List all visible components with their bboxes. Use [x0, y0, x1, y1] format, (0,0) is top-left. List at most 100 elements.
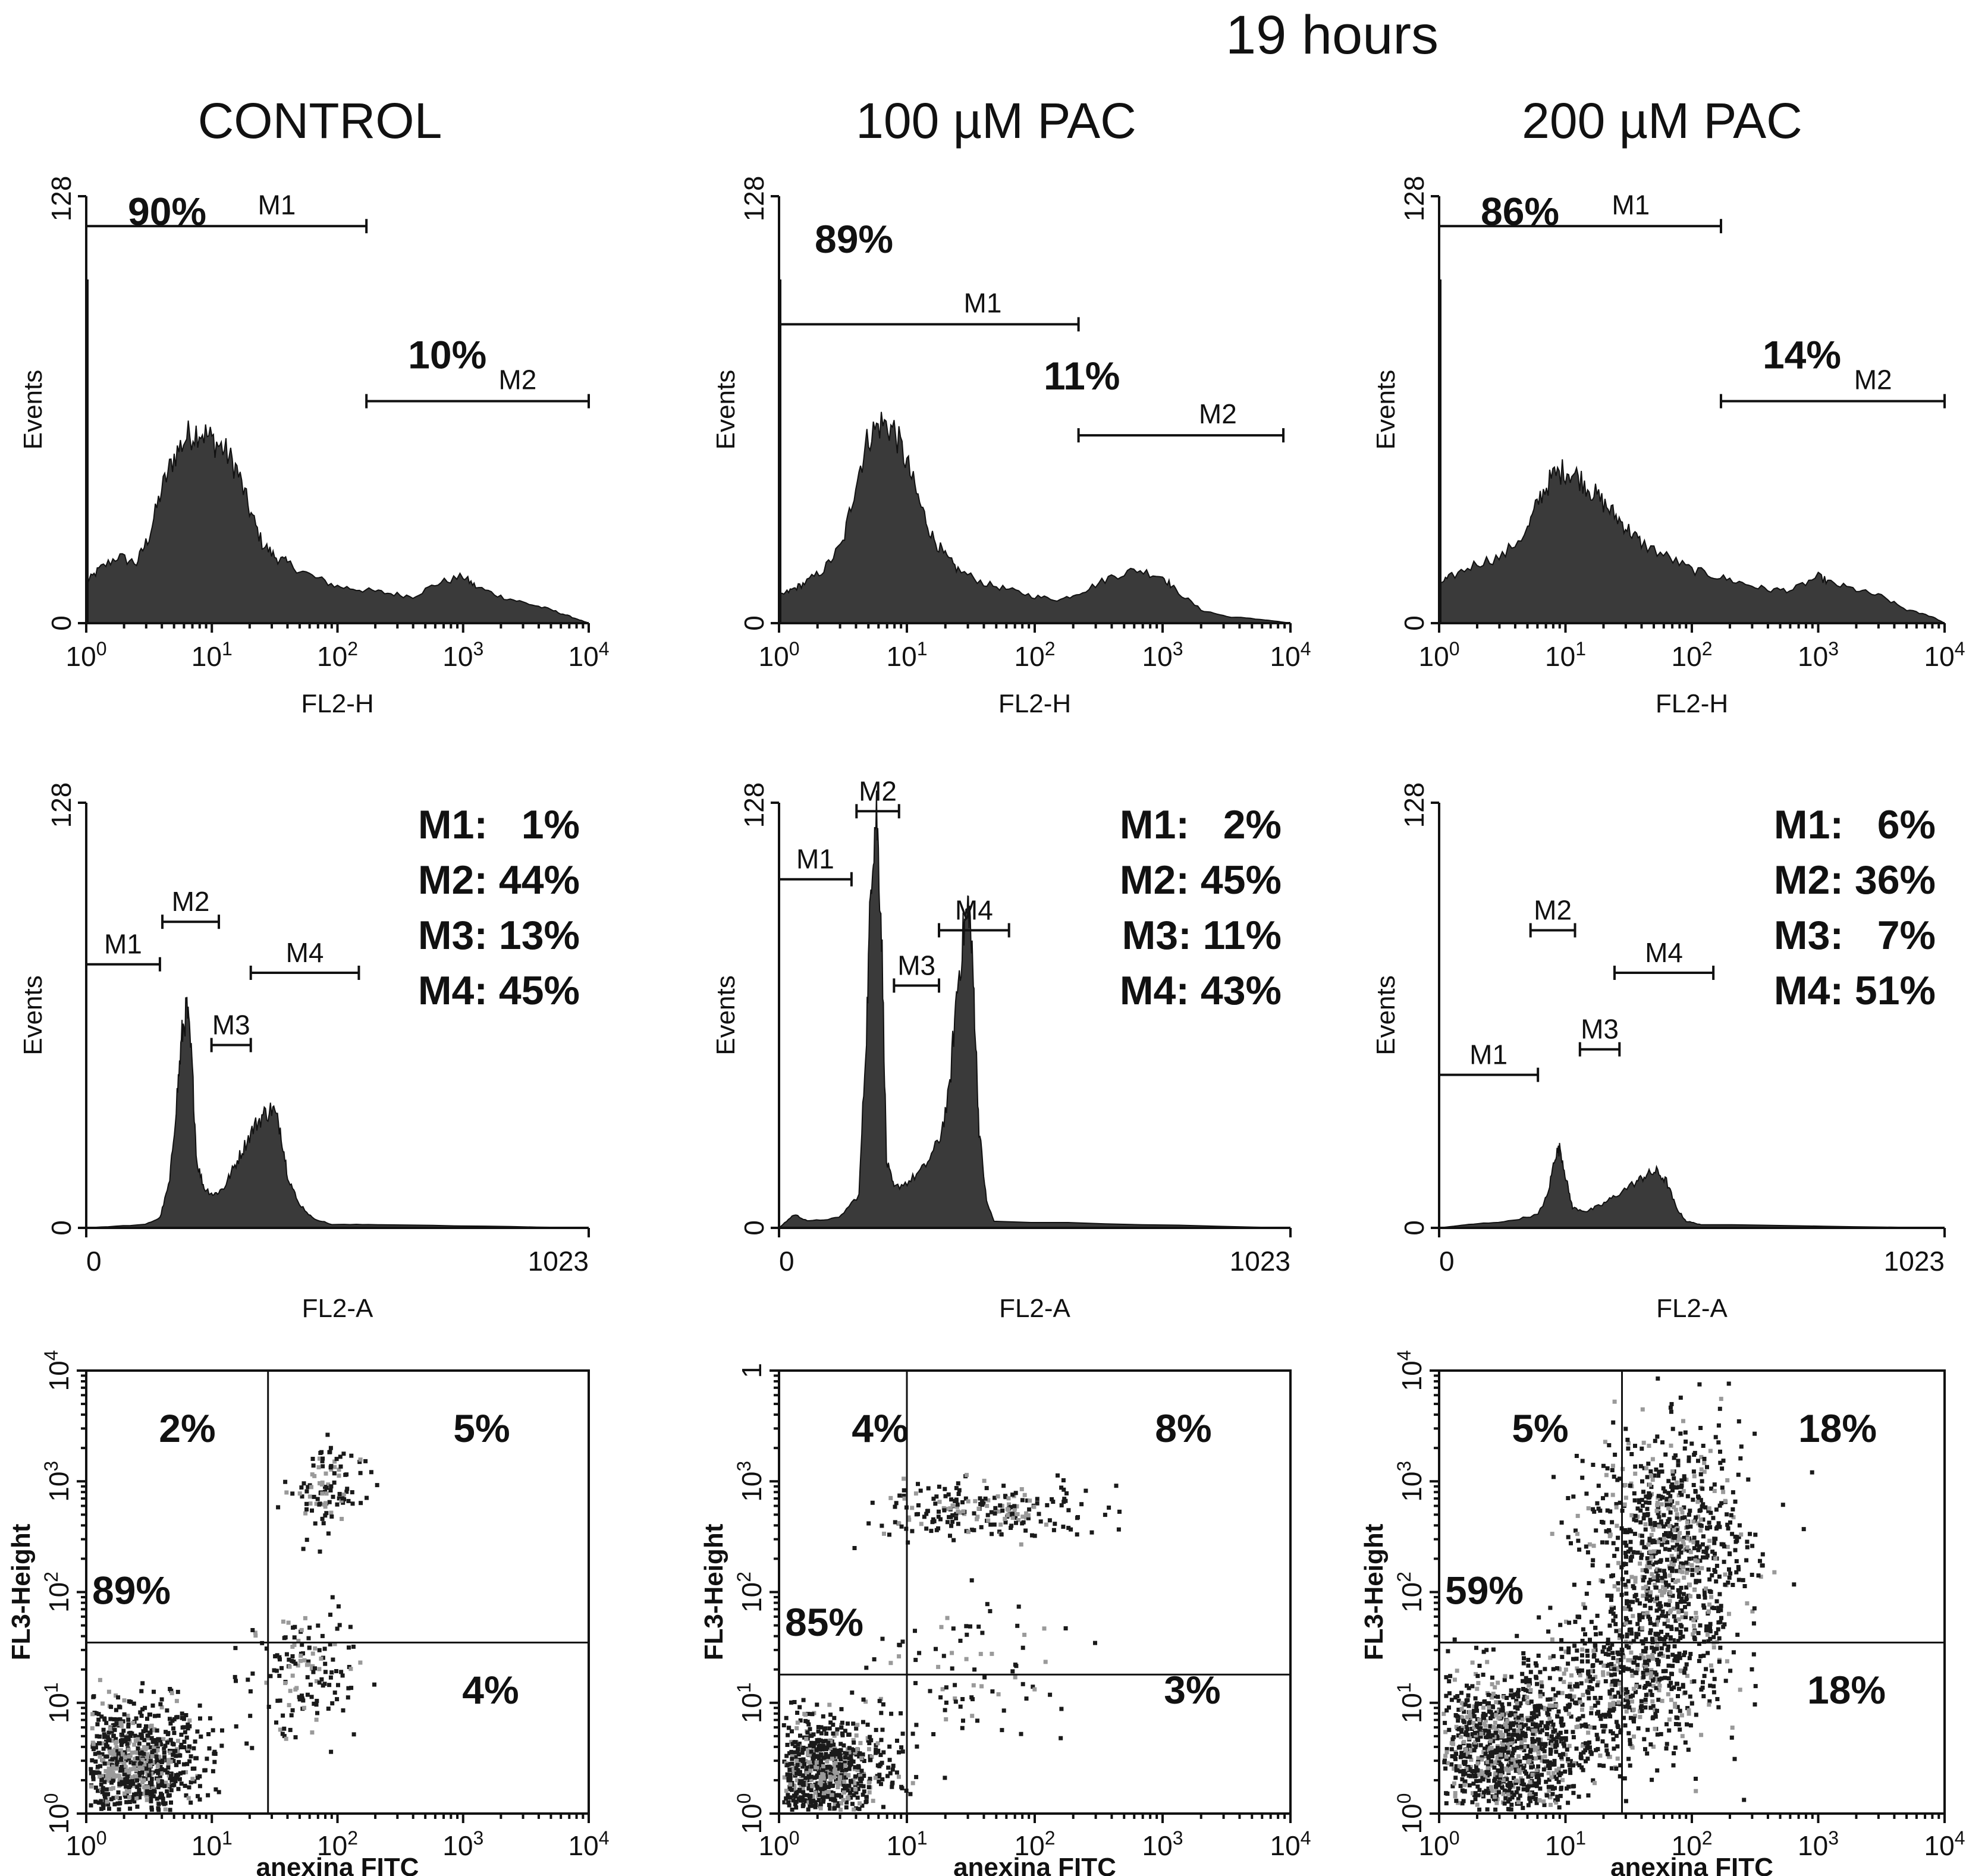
scatter-point — [1061, 1525, 1066, 1529]
scatter-point — [1682, 1670, 1686, 1675]
scatter-point — [1650, 1693, 1654, 1698]
scatter-point — [1673, 1619, 1678, 1623]
scatter-point — [966, 1529, 971, 1534]
scatter-point — [127, 1789, 131, 1794]
scatter-point — [1644, 1494, 1648, 1499]
scatter-point — [1521, 1687, 1525, 1691]
scatter-point — [1632, 1491, 1637, 1495]
scatter-point — [1532, 1739, 1537, 1744]
scatter-point — [1497, 1758, 1502, 1763]
scatter-point — [1556, 1798, 1560, 1802]
x-tick-label: 102 — [1015, 638, 1056, 672]
scatter-point — [1644, 1693, 1648, 1698]
scatter-point — [1647, 1482, 1652, 1487]
scatter-point — [1623, 1554, 1628, 1559]
scatter-point — [1604, 1473, 1609, 1478]
scatter-point — [1550, 1637, 1554, 1642]
scatter-point — [1615, 1744, 1620, 1749]
scatter-point — [998, 1503, 1003, 1508]
scatter-point — [1606, 1652, 1611, 1657]
scatter-point — [1739, 1444, 1744, 1449]
scatter-point — [931, 1517, 935, 1522]
scatter-point — [1629, 1575, 1634, 1579]
scatter-point — [313, 1646, 318, 1651]
scatter-point — [854, 1733, 859, 1738]
scatter-point — [1682, 1600, 1687, 1604]
scatter-point — [1551, 1667, 1556, 1671]
scatter-point — [1801, 1527, 1806, 1532]
gate-M1-label: M1 — [104, 929, 142, 960]
scatter-point — [134, 1774, 139, 1778]
scatter-point — [1566, 1800, 1571, 1805]
scatter-point — [1533, 1708, 1537, 1712]
scatter-point — [1593, 1781, 1597, 1786]
scatter-point — [166, 1793, 171, 1798]
scatter-point — [794, 1726, 799, 1730]
scatter-point — [345, 1487, 350, 1491]
scatter-point — [293, 1687, 298, 1692]
scatter-point — [1559, 1638, 1564, 1642]
scatter-point — [1607, 1534, 1612, 1538]
scatter-point — [809, 1764, 814, 1769]
scatter-point — [1654, 1509, 1659, 1513]
scatter-point — [1647, 1580, 1651, 1585]
scatter-point — [106, 1766, 111, 1771]
scatter-point — [1676, 1463, 1681, 1468]
scatter-point — [1629, 1452, 1634, 1456]
scatter-point — [101, 1774, 106, 1778]
scatter-point — [1048, 1692, 1053, 1697]
scatter-point — [1698, 1523, 1703, 1528]
scatter-point — [1655, 1620, 1659, 1624]
scatter-point — [184, 1713, 189, 1717]
scatter-point — [1584, 1759, 1588, 1764]
column-title-100um: 100 µM PAC — [856, 93, 1136, 149]
scatter-point — [1575, 1666, 1579, 1671]
scatter-point — [1003, 1494, 1007, 1498]
scatter-point — [800, 1764, 805, 1769]
scatter-point — [118, 1748, 123, 1753]
scatter-point — [1045, 1503, 1050, 1507]
scatter-point — [1551, 1729, 1556, 1734]
scatter-point — [290, 1708, 295, 1712]
scatter-point — [1696, 1548, 1701, 1553]
scatter-point — [803, 1712, 808, 1717]
scatter-point — [1645, 1556, 1650, 1561]
scatter-point — [329, 1670, 334, 1675]
scatter-point — [1549, 1725, 1553, 1729]
scatter-point — [96, 1789, 100, 1793]
scatter-point — [1458, 1755, 1463, 1759]
scatter-point — [288, 1727, 293, 1732]
scatter-point — [1591, 1463, 1596, 1467]
scatter-point — [1656, 1698, 1661, 1702]
x-tick-label-text: 0 — [1439, 1246, 1455, 1277]
scatter-point — [1678, 1544, 1683, 1549]
scatter-point — [960, 1500, 965, 1504]
scatter-point — [1673, 1701, 1678, 1706]
scatter-point — [330, 1701, 335, 1706]
gate-M2-percent: 11% — [1044, 354, 1120, 398]
scatter-point — [1632, 1586, 1637, 1591]
scatter-point — [197, 1784, 202, 1789]
scatter-point — [1698, 1426, 1703, 1430]
scatter-point — [1628, 1547, 1633, 1551]
scatter-point — [997, 1529, 1002, 1534]
scatter-point — [128, 1806, 133, 1811]
scatter-point — [89, 1767, 93, 1771]
scatter-point — [1589, 1706, 1594, 1711]
y-tick-label: 102 — [40, 1572, 74, 1613]
scatter-point — [290, 1658, 294, 1663]
scatter-point — [860, 1792, 865, 1797]
scatter-point — [1633, 1513, 1638, 1518]
scatter-point — [1455, 1694, 1460, 1698]
scatter-point — [1563, 1752, 1568, 1757]
scatter-point — [1615, 1478, 1620, 1482]
scatter-point — [115, 1773, 120, 1778]
scatter-point — [1494, 1712, 1499, 1717]
scatter-point — [1581, 1714, 1585, 1718]
scatter-point — [1666, 1619, 1670, 1623]
scatter-point — [816, 1771, 821, 1776]
scatter-point — [1709, 1487, 1714, 1491]
scatter-point — [1467, 1743, 1472, 1748]
scatter-point — [899, 1711, 903, 1715]
